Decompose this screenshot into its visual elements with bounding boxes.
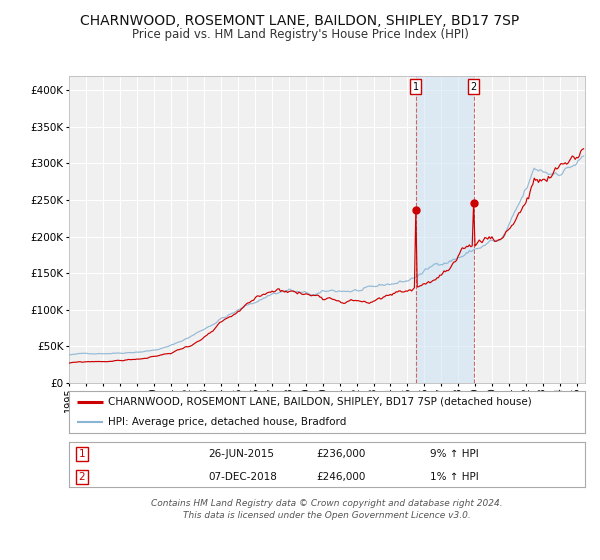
Text: CHARNWOOD, ROSEMONT LANE, BAILDON, SHIPLEY, BD17 7SP (detached house): CHARNWOOD, ROSEMONT LANE, BAILDON, SHIPL…: [108, 397, 532, 407]
Text: Price paid vs. HM Land Registry's House Price Index (HPI): Price paid vs. HM Land Registry's House …: [131, 28, 469, 41]
Text: CHARNWOOD, ROSEMONT LANE, BAILDON, SHIPLEY, BD17 7SP: CHARNWOOD, ROSEMONT LANE, BAILDON, SHIPL…: [80, 14, 520, 28]
Text: 26-JUN-2015: 26-JUN-2015: [208, 449, 274, 459]
Text: 2: 2: [471, 82, 477, 92]
Text: 1: 1: [413, 82, 419, 92]
Text: £236,000: £236,000: [317, 449, 366, 459]
Text: HPI: Average price, detached house, Bradford: HPI: Average price, detached house, Brad…: [108, 417, 346, 427]
Bar: [416, 76, 474, 383]
Text: 9% ↑ HPI: 9% ↑ HPI: [430, 449, 479, 459]
Text: Contains HM Land Registry data © Crown copyright and database right 2024.: Contains HM Land Registry data © Crown c…: [151, 499, 503, 508]
Text: 1: 1: [79, 449, 85, 459]
Text: £246,000: £246,000: [317, 472, 366, 482]
Text: 1% ↑ HPI: 1% ↑ HPI: [430, 472, 479, 482]
Text: This data is licensed under the Open Government Licence v3.0.: This data is licensed under the Open Gov…: [183, 511, 471, 520]
Text: 2: 2: [79, 472, 85, 482]
Text: 07-DEC-2018: 07-DEC-2018: [208, 472, 277, 482]
